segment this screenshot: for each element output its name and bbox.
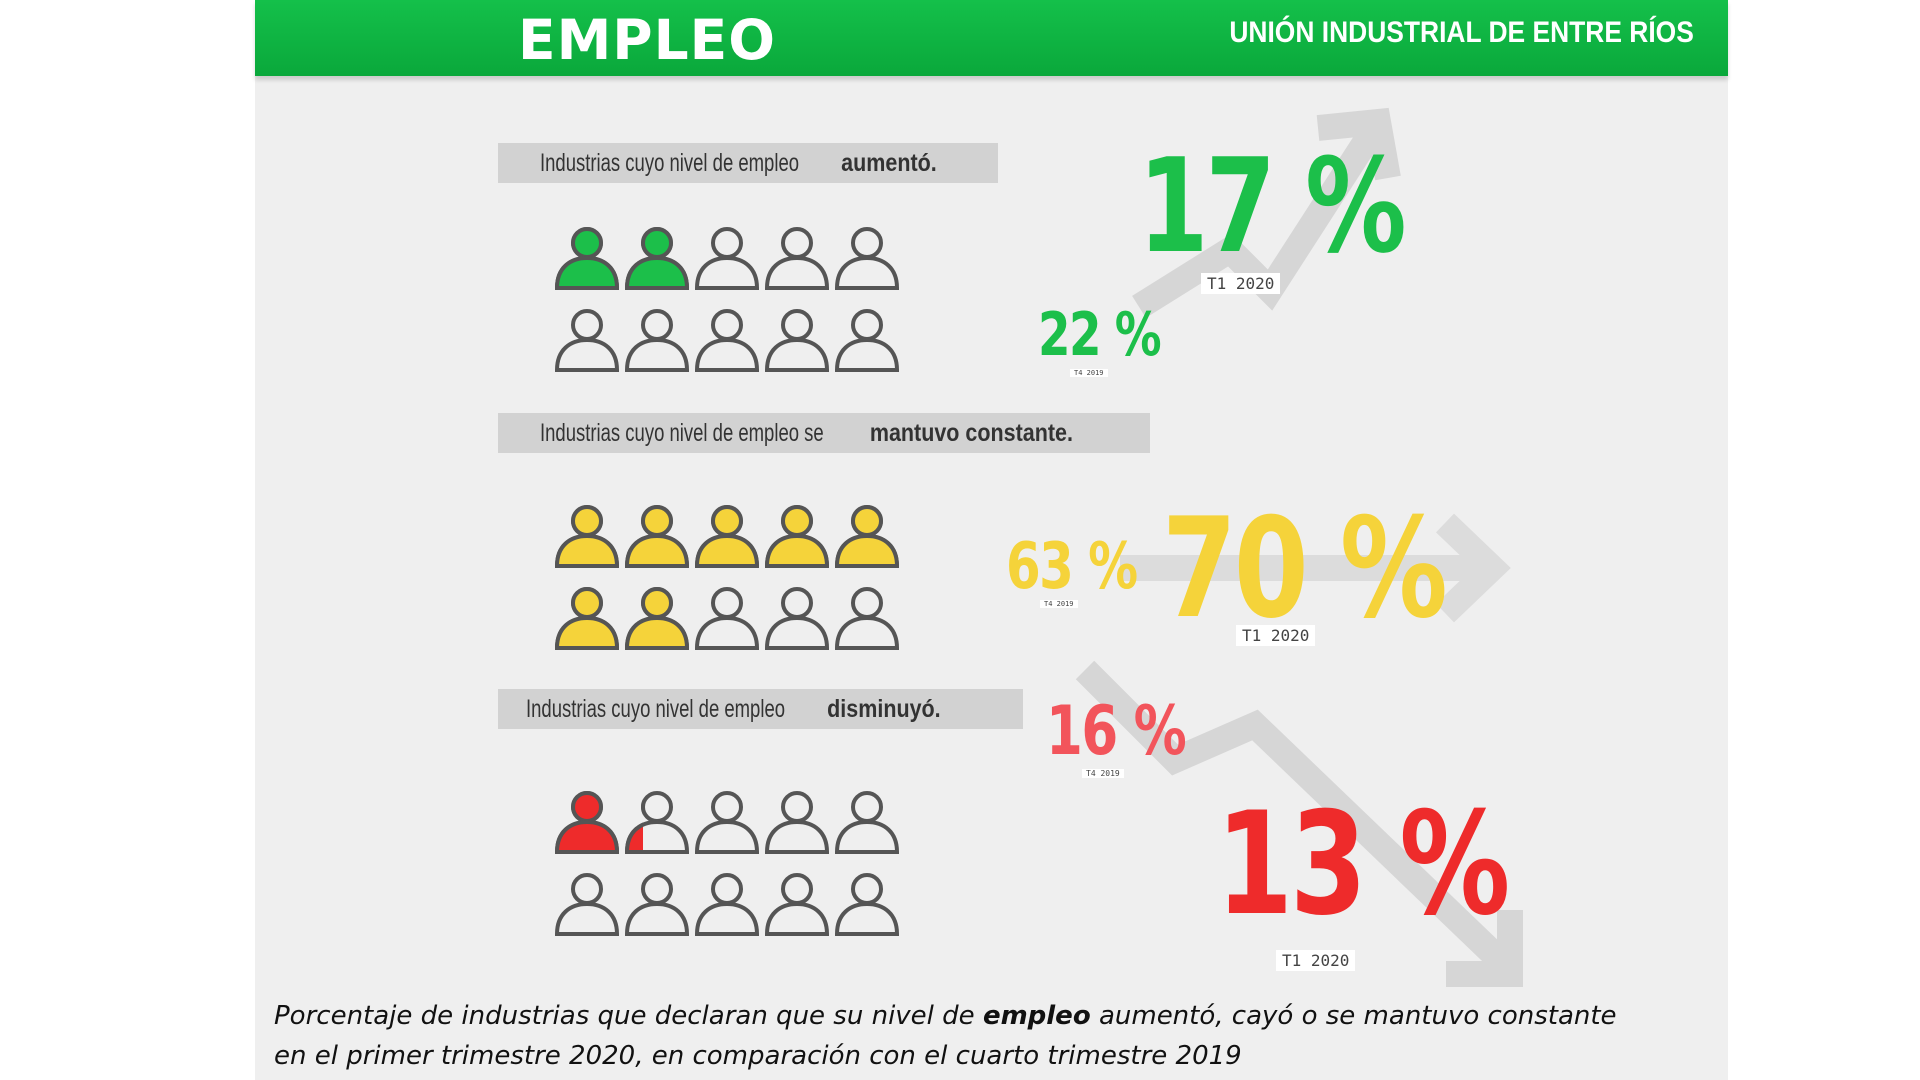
label-increase: Industrias cuyo nivel de empleo aumentó. bbox=[498, 143, 998, 183]
caption: Porcentaje de industrias que declaran qu… bbox=[274, 996, 1724, 1076]
person-icon bbox=[624, 309, 690, 372]
header-bar: EMPLEO UNIÓN INDUSTRIAL DE ENTRE RÍOS bbox=[255, 0, 1728, 76]
icons-increase bbox=[552, 224, 902, 372]
person-icon bbox=[834, 227, 900, 290]
person-icon bbox=[834, 791, 900, 854]
person-icon bbox=[624, 505, 690, 568]
value-constant-current: 70 % bbox=[1162, 488, 1448, 649]
person-icon bbox=[694, 791, 760, 854]
person-icon bbox=[694, 873, 760, 936]
person-icon bbox=[624, 227, 690, 290]
person-icon bbox=[624, 873, 690, 936]
label-increase-bold: aumentó. bbox=[841, 149, 937, 177]
person-icon bbox=[554, 309, 620, 372]
person-icon bbox=[624, 587, 690, 650]
person-icon bbox=[764, 873, 830, 936]
value-increase-previous: 22 % bbox=[1038, 300, 1162, 370]
person-icon bbox=[554, 873, 620, 936]
label-increase-prefix: Industrias cuyo nivel de empleo bbox=[540, 149, 800, 177]
value-decrease-previous: 16 % bbox=[1046, 692, 1187, 771]
person-icon bbox=[694, 309, 760, 372]
caption-part1: Porcentaje de industrias que declaran qu… bbox=[274, 1001, 983, 1031]
value-constant-previous: 63 % bbox=[1006, 530, 1138, 604]
label-constant-bold: mantuvo constante. bbox=[869, 419, 1073, 447]
down-arrow-icon bbox=[1075, 660, 1523, 987]
person-icon bbox=[694, 587, 760, 650]
person-icon bbox=[554, 587, 620, 650]
person-icon bbox=[554, 791, 620, 854]
page-title: EMPLEO bbox=[518, 8, 776, 72]
period-constant-current: T1 2020 bbox=[1236, 625, 1316, 646]
caption-bold: empleo bbox=[982, 1001, 1091, 1031]
caption-line2: en el primer trimestre 2020, en comparac… bbox=[274, 1041, 1242, 1071]
person-icon bbox=[764, 309, 830, 372]
person-icon bbox=[764, 587, 830, 650]
period-decrease-current: T1 2020 bbox=[1276, 950, 1356, 971]
icons-constant bbox=[552, 502, 902, 650]
period-decrease-previous: T4 2019 bbox=[1082, 769, 1124, 778]
person-icon bbox=[834, 873, 900, 936]
up-arrow-icon bbox=[1132, 107, 1401, 318]
person-icon bbox=[764, 505, 830, 568]
person-icon bbox=[694, 505, 760, 568]
caption-part2: aumentó, cayó o se mantuvo constante bbox=[1090, 1001, 1617, 1031]
period-increase-current: T1 2020 bbox=[1201, 273, 1281, 294]
icons-decrease bbox=[552, 788, 902, 936]
value-increase-current: 17 % bbox=[1138, 130, 1407, 282]
period-constant-previous: T4 2019 bbox=[1040, 600, 1078, 608]
person-icon bbox=[624, 791, 690, 854]
label-constant: Industrias cuyo nivel de empleo se mantu… bbox=[498, 413, 1150, 453]
period-increase-previous: T4 2019 bbox=[1070, 369, 1108, 377]
organization-name: UNIÓN INDUSTRIAL DE ENTRE RÍOS bbox=[1229, 16, 1694, 49]
value-decrease-current: 13 % bbox=[1216, 782, 1510, 947]
label-decrease-prefix: Industrias cuyo nivel de empleo bbox=[526, 695, 786, 723]
person-icon bbox=[554, 227, 620, 290]
person-icon bbox=[834, 309, 900, 372]
label-decrease-bold: disminuyó. bbox=[827, 695, 941, 723]
person-icon bbox=[554, 505, 620, 568]
person-icon bbox=[694, 227, 760, 290]
right-arrow-icon bbox=[1120, 513, 1511, 623]
person-icon bbox=[834, 587, 900, 650]
label-constant-prefix: Industrias cuyo nivel de empleo se bbox=[540, 419, 824, 447]
person-icon bbox=[764, 791, 830, 854]
person-icon bbox=[764, 227, 830, 290]
person-icon bbox=[834, 505, 900, 568]
label-decrease: Industrias cuyo nivel de empleo disminuy… bbox=[498, 689, 1023, 729]
